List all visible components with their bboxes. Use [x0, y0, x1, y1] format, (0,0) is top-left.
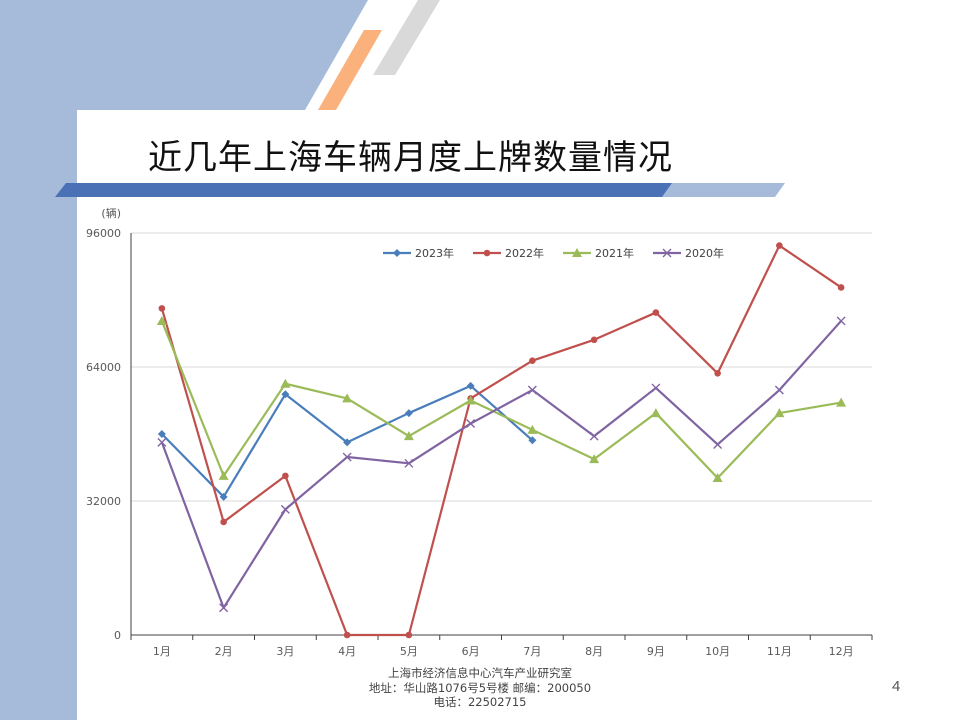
data-point: [774, 408, 785, 418]
left-band-decoration: [0, 0, 368, 720]
series-line-2022年: [160, 244, 842, 637]
data-point: [713, 439, 723, 449]
orange-stripe-decoration: [318, 30, 382, 110]
data-point: [776, 242, 783, 249]
data-point: [589, 431, 599, 441]
footer-organization: 上海市经济信息中心汽车产业研究室: [388, 666, 572, 680]
x-tick-label: 5月: [400, 645, 418, 658]
data-point: [589, 454, 600, 464]
data-point: [650, 408, 661, 418]
x-tick-label: 10月: [705, 645, 730, 658]
data-point: [465, 395, 476, 405]
data-point: [157, 437, 167, 447]
x-tick-label: 4月: [338, 645, 356, 658]
x-tick-label: 6月: [462, 645, 480, 658]
x-tick-label: 9月: [647, 645, 665, 658]
data-point: [282, 472, 289, 480]
data-point: [529, 357, 536, 365]
x-tick-label: 3月: [276, 645, 294, 658]
y-tick-label: 0: [114, 629, 121, 642]
data-point: [281, 390, 290, 399]
y-tick-label: 64000: [86, 361, 121, 374]
data-point: [280, 504, 290, 514]
data-point: [158, 305, 166, 312]
data-point: [343, 438, 352, 447]
x-tick-label: 2月: [215, 645, 233, 658]
series-line-2020年: [160, 320, 842, 609]
page-number: 4: [892, 678, 901, 695]
data-point: [712, 472, 723, 482]
y-unit-label: (辆): [101, 206, 121, 220]
x-tick-label: 7月: [523, 645, 541, 658]
data-point: [651, 383, 661, 393]
page-title: 近几年上海车辆月度上牌数量情况: [148, 138, 673, 178]
x-tick-label: 12月: [829, 645, 854, 658]
data-point: [590, 336, 598, 344]
legend-marker: [483, 249, 491, 257]
legend-marker: [572, 248, 582, 257]
footer-address: 地址：华山路1076号5号楼 邮编：200050: [368, 680, 592, 695]
data-point: [836, 397, 847, 407]
x-tick-label: 11月: [767, 645, 792, 658]
legend-marker: [393, 249, 401, 257]
data-point: [836, 316, 846, 326]
data-point: [218, 470, 229, 480]
data-point: [774, 385, 784, 395]
data-point: [342, 452, 352, 462]
legend-label: 2021年: [595, 246, 634, 260]
legend-label: 2022年: [505, 246, 544, 260]
y-tick-label: 96000: [86, 227, 121, 240]
data-point: [466, 381, 475, 390]
x-tick-label: 1月: [153, 645, 171, 658]
legend-label: 2023年: [415, 246, 454, 260]
legend-marker: [662, 248, 672, 258]
data-point: [219, 603, 229, 613]
series-line-2021年: [160, 320, 842, 480]
footer-contact: 上海市经济信息中心汽车产业研究室 地址：华山路1076号5号楼 邮编：20005…: [330, 666, 630, 710]
gray-stripe-decoration: [373, 0, 440, 75]
data-point: [220, 518, 227, 526]
content-panel: [77, 110, 960, 720]
data-point: [652, 309, 660, 316]
title-underline-bar: [55, 183, 672, 197]
data-point: [404, 409, 413, 418]
footer-phone: 电话：22502715: [433, 695, 527, 709]
data-point: [156, 315, 167, 325]
legend-label: 2020年: [685, 246, 724, 260]
data-point: [405, 631, 413, 639]
data-point: [219, 492, 228, 501]
data-point: [157, 430, 166, 438]
data-point: [280, 378, 291, 388]
y-tick-label: 32000: [86, 495, 121, 508]
data-point: [527, 424, 538, 434]
data-point: [404, 458, 414, 468]
x-tick-label: 8月: [585, 645, 603, 658]
data-point: [528, 436, 537, 445]
data-point: [403, 431, 414, 441]
data-point: [343, 631, 351, 639]
data-point: [527, 385, 537, 395]
data-point: [714, 369, 721, 377]
data-point: [466, 419, 476, 429]
data-point: [342, 393, 353, 403]
data-point: [837, 284, 845, 291]
